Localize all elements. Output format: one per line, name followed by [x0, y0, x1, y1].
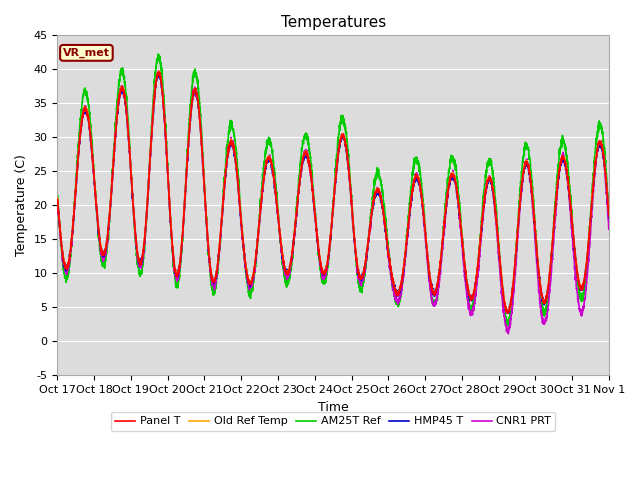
- Legend: Panel T, Old Ref Temp, AM25T Ref, HMP45 T, CNR1 PRT: Panel T, Old Ref Temp, AM25T Ref, HMP45 …: [111, 412, 556, 431]
- Text: VR_met: VR_met: [63, 48, 110, 58]
- Y-axis label: Temperature (C): Temperature (C): [15, 155, 28, 256]
- Title: Temperatures: Temperatures: [280, 15, 386, 30]
- X-axis label: Time: Time: [318, 400, 349, 413]
